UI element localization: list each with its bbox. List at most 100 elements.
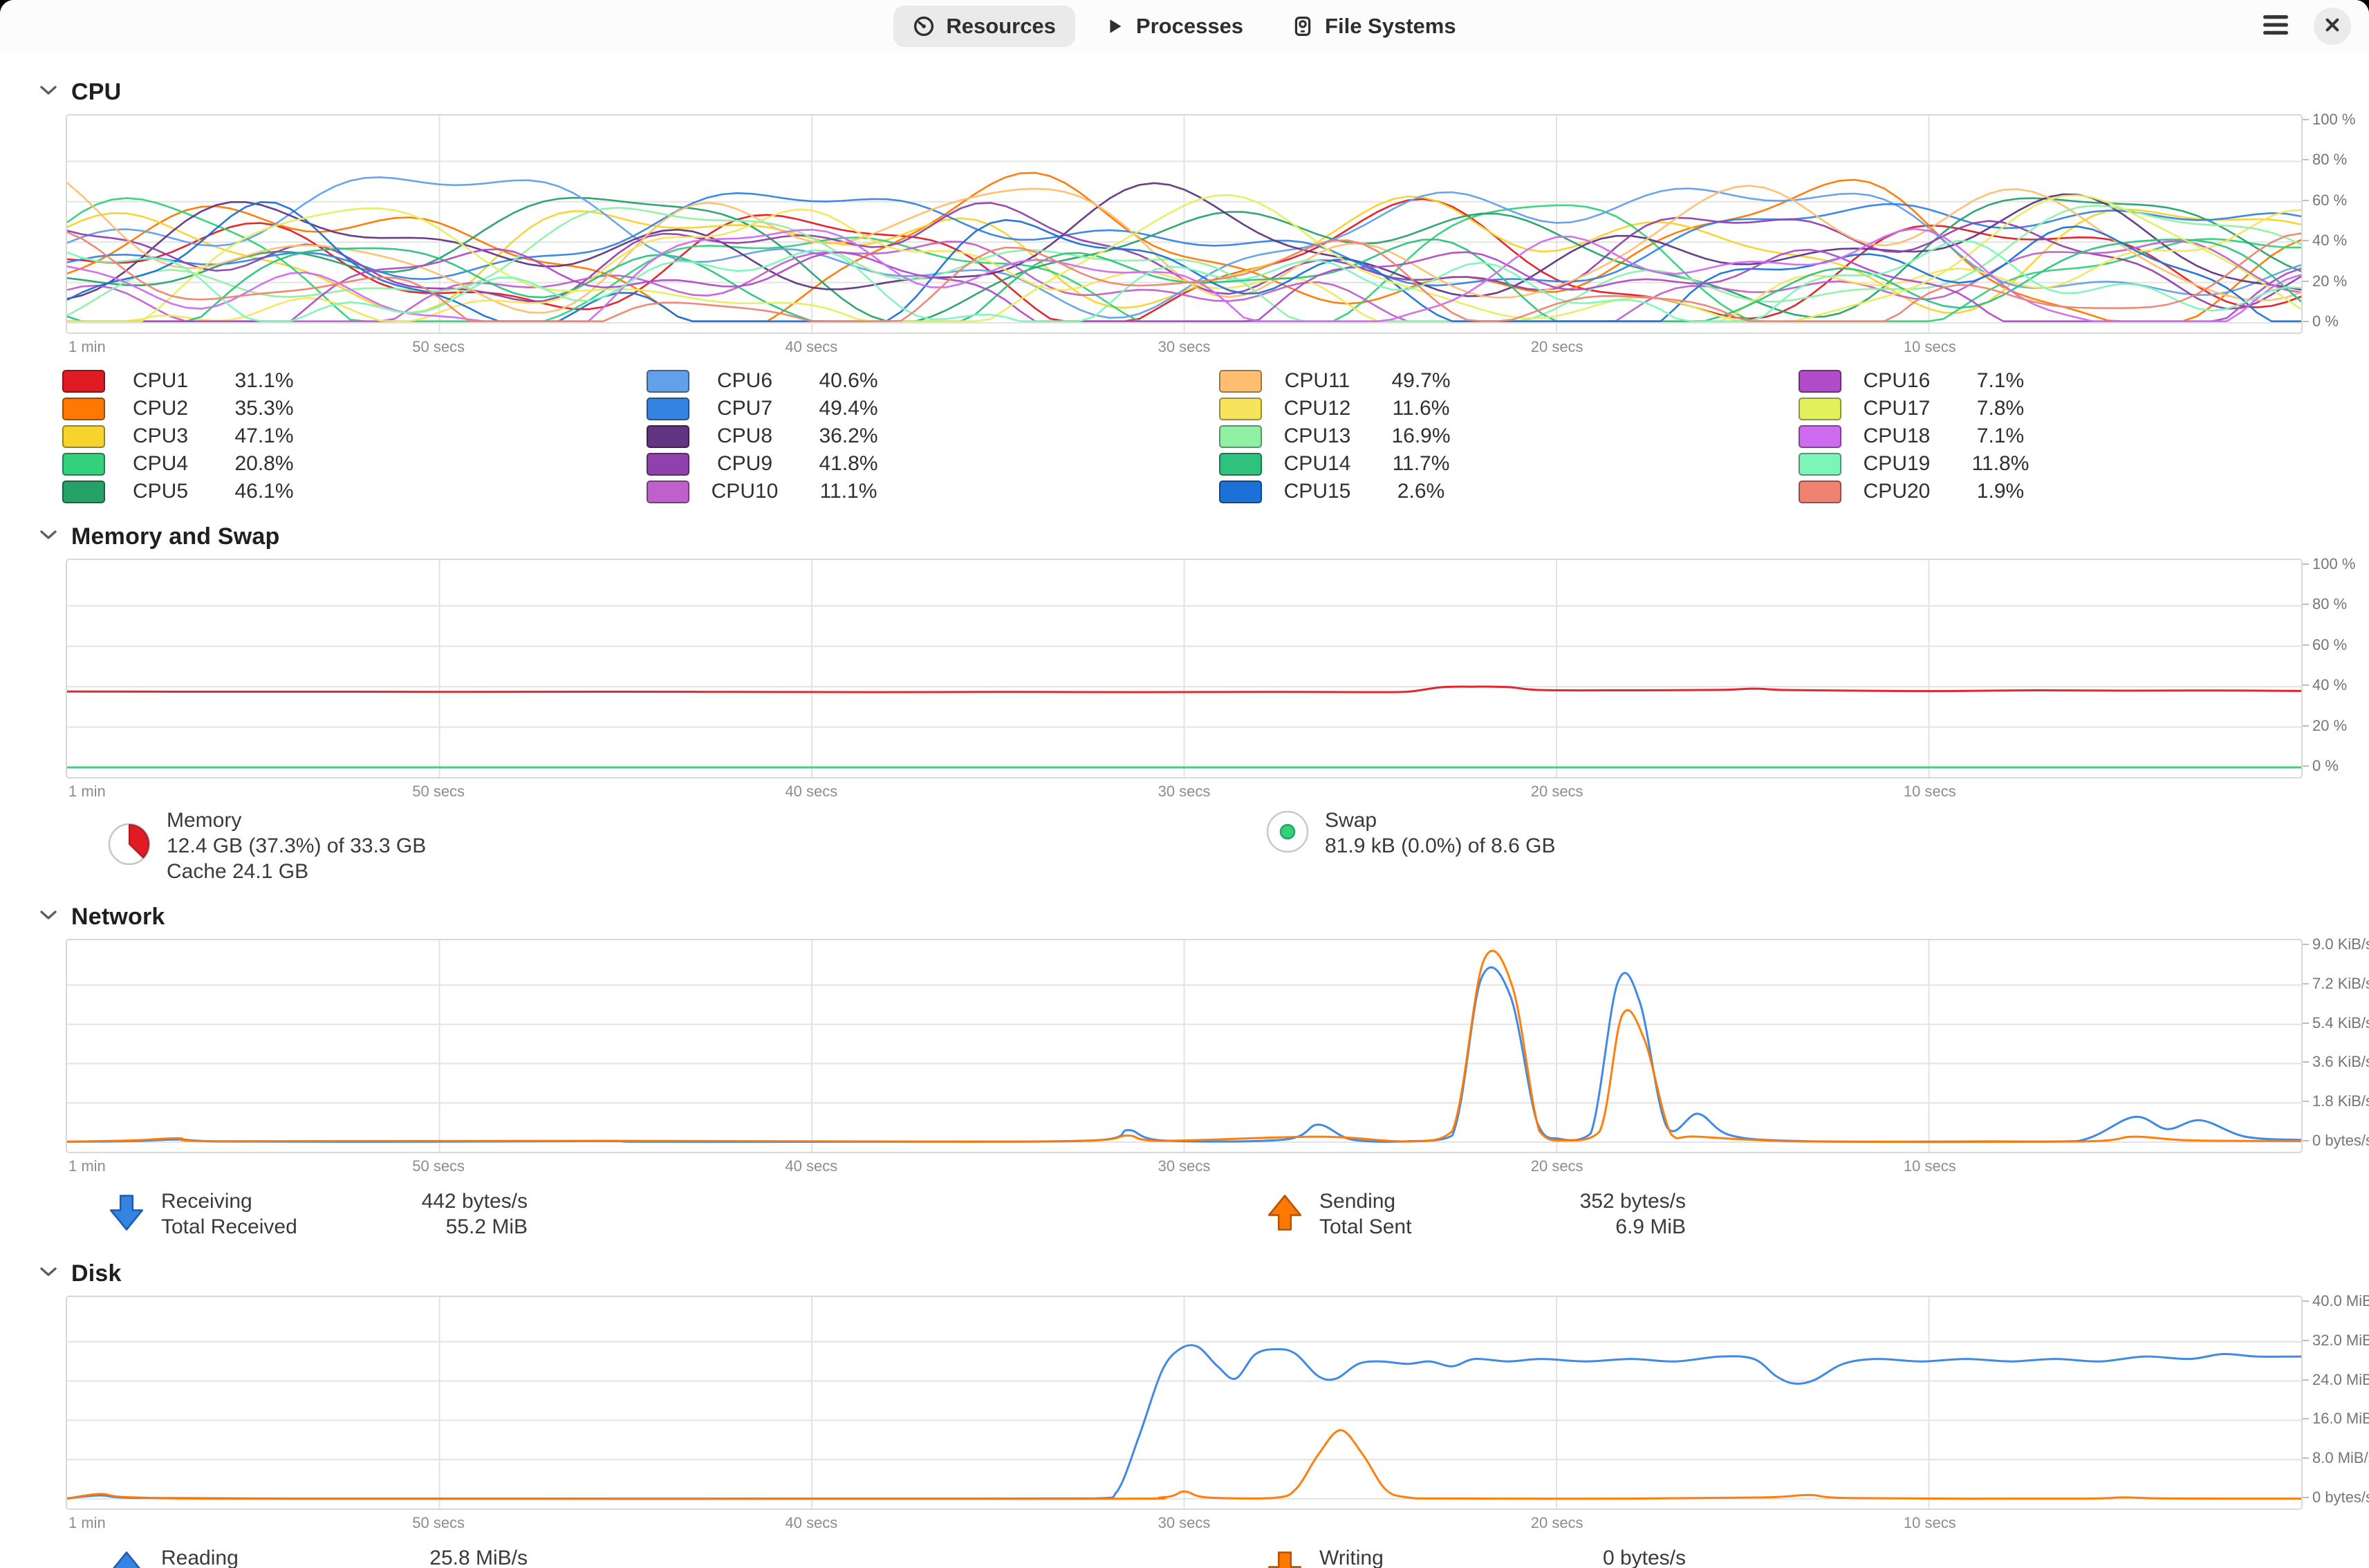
cpu-name: CPU4 [132, 452, 189, 475]
x-axis-label: 30 secs [1158, 338, 1211, 355]
cpu-name: CPU16 [1863, 369, 1931, 392]
memory-x-axis: 1 min 50 secs 40 secs 30 secs 20 secs 10 secs [66, 783, 2303, 802]
cpu-legend-column: CPU6 40.6% CPU7 49.4% CPU8 36.2% CPU9 41.8% CPU1… [647, 367, 897, 505]
cpu-legend-item: CPU5 46.1% [62, 478, 313, 505]
x-axis-label: 40 secs [785, 1157, 838, 1175]
y-axis-label: 3.6 KiB/s [2312, 1053, 2369, 1071]
y-axis-label: 5.4 KiB/s [2312, 1014, 2369, 1032]
view-switcher: Resources Processes File Systems [893, 5, 1476, 47]
cpu-legend-item: CPU20 1.9% [1799, 478, 2049, 505]
hamburger-menu-button[interactable] [2257, 8, 2294, 45]
cpu-legend-item: CPU6 40.6% [647, 367, 897, 395]
memory-chart [66, 559, 2303, 778]
cpu-name: CPU13 [1283, 424, 1351, 447]
cpu-name: CPU20 [1863, 480, 1931, 503]
cpu-legend-item: CPU1 31.1% [62, 367, 313, 395]
cpu-percent: 31.1% [234, 369, 294, 392]
axis-tick [2303, 982, 2309, 984]
cpu-name: CPU15 [1283, 480, 1351, 503]
chevron-down-icon[interactable] [39, 1267, 57, 1281]
speedometer-icon [913, 15, 935, 37]
cpu-color-swatch [1799, 424, 1841, 448]
y-axis-label: 100 % [2312, 111, 2356, 128]
x-axis-label: 10 secs [1903, 1514, 1956, 1531]
axis-tick [2303, 240, 2309, 242]
cpu-color-swatch [1799, 452, 1841, 476]
cpu-color-swatch [62, 397, 105, 420]
writing-down-arrow-icon [1265, 1549, 1304, 1568]
chevron-down-icon[interactable] [39, 530, 57, 544]
axis-tick [2303, 1379, 2309, 1381]
cpu-legend-item: CPU12 11.6% [1219, 395, 1469, 422]
section-title-memory: Memory and Swap [71, 523, 280, 550]
cpu-name: CPU17 [1863, 397, 1931, 420]
cpu-percent: 41.8% [819, 452, 878, 475]
y-axis-label: 60 % [2312, 191, 2348, 209]
cpu-legend-item: CPU3 47.1% [62, 422, 313, 450]
cpu-color-swatch [647, 424, 689, 448]
axis-tick [2303, 1457, 2309, 1459]
cpu-color-swatch [62, 452, 105, 476]
y-axis-label: 24.0 MiB/s [2312, 1370, 2369, 1388]
y-axis-label: 100 % [2312, 555, 2356, 572]
axis-tick [2303, 944, 2309, 945]
section-title-disk: Disk [71, 1260, 122, 1287]
axis-tick [2303, 1300, 2309, 1302]
cpu-percent: 2.6% [1397, 480, 1445, 503]
disk-chart [66, 1296, 2303, 1510]
cpu-legend: CPU1 31.1% CPU2 35.3% CPU3 47.1% CPU4 20.8% CPU5… [0, 367, 2369, 508]
cpu-x-axis: 1 min 50 secs 40 secs 30 secs 20 secs 10 secs [66, 338, 2303, 357]
x-axis-label: 10 secs [1903, 1157, 1956, 1175]
cpu-color-swatch [1219, 397, 1262, 420]
axis-tick [2303, 1497, 2309, 1498]
cpu-color-swatch [62, 424, 105, 448]
y-axis-label: 0 % [2312, 757, 2339, 774]
drive-icon [1292, 15, 1314, 37]
cpu-chart [66, 114, 2303, 334]
y-axis-label: 80 % [2312, 595, 2348, 613]
cpu-percent: 49.4% [819, 397, 878, 420]
cpu-legend-column: CPU11 49.7% CPU12 11.6% CPU13 16.9% CPU14 11.7%… [1219, 367, 1469, 505]
network-y-axis: 9.0 KiB/s 7.2 KiB/s 5.4 KiB/s 3.6 KiB/s 1.8 … [2303, 935, 2369, 1153]
tab-resources[interactable]: Resources [893, 5, 1075, 47]
swap-circle-icon [1265, 810, 1310, 857]
x-axis-label: 20 secs [1530, 783, 1583, 800]
axis-tick [2303, 1140, 2309, 1141]
cpu-color-swatch [1219, 480, 1262, 503]
axis-tick [2303, 1022, 2309, 1024]
cpu-legend-item: CPU4 20.8% [62, 450, 313, 478]
tab-processes[interactable]: Processes [1085, 6, 1263, 47]
axis-tick [2303, 684, 2309, 687]
axis-tick [2303, 280, 2309, 282]
hamburger-menu-icon [2262, 13, 2289, 39]
cpu-legend-column: CPU16 7.1% CPU17 7.8% CPU18 7.1% CPU19 11.8% CPU… [1799, 367, 2049, 505]
cpu-color-swatch [647, 480, 689, 503]
reading-label: Reading [161, 1547, 239, 1568]
chevron-down-icon[interactable] [39, 910, 57, 924]
y-axis-label: 9.0 KiB/s [2312, 935, 2369, 953]
cpu-percent: 36.2% [819, 424, 878, 447]
writing-rate: 0 bytes/s [1602, 1547, 1686, 1568]
y-axis-label: 0 % [2312, 312, 2339, 330]
y-axis-label: 60 % [2312, 635, 2348, 653]
tab-file-systems[interactable]: File Systems [1272, 6, 1476, 47]
x-axis-label: 50 secs [412, 338, 465, 355]
x-axis-label: 10 secs [1903, 783, 1956, 800]
network-chart [66, 939, 2303, 1153]
y-axis-label: 20 % [2312, 716, 2348, 734]
cpu-color-swatch [647, 397, 689, 420]
close-button[interactable] [2314, 7, 2351, 45]
disk-section-header: Disk [39, 1259, 2369, 1288]
receiving-label: Receiving [161, 1190, 252, 1213]
chevron-down-icon[interactable] [39, 85, 57, 100]
cpu-legend-column: CPU1 31.1% CPU2 35.3% CPU3 47.1% CPU4 20.8% CPU5… [62, 367, 313, 505]
cpu-percent: 7.1% [1976, 369, 2025, 392]
header-bar: Resources Processes File Systems [0, 0, 2369, 52]
x-axis-label: 30 secs [1158, 1514, 1211, 1531]
receiving-stat: Receiving 442 bytes/s Total Received 55.… [107, 1188, 528, 1240]
axis-tick [2303, 1101, 2309, 1103]
cpu-name: CPU18 [1863, 424, 1931, 447]
memory-section-header: Memory and Swap [39, 522, 2369, 551]
axis-tick [2303, 159, 2309, 161]
